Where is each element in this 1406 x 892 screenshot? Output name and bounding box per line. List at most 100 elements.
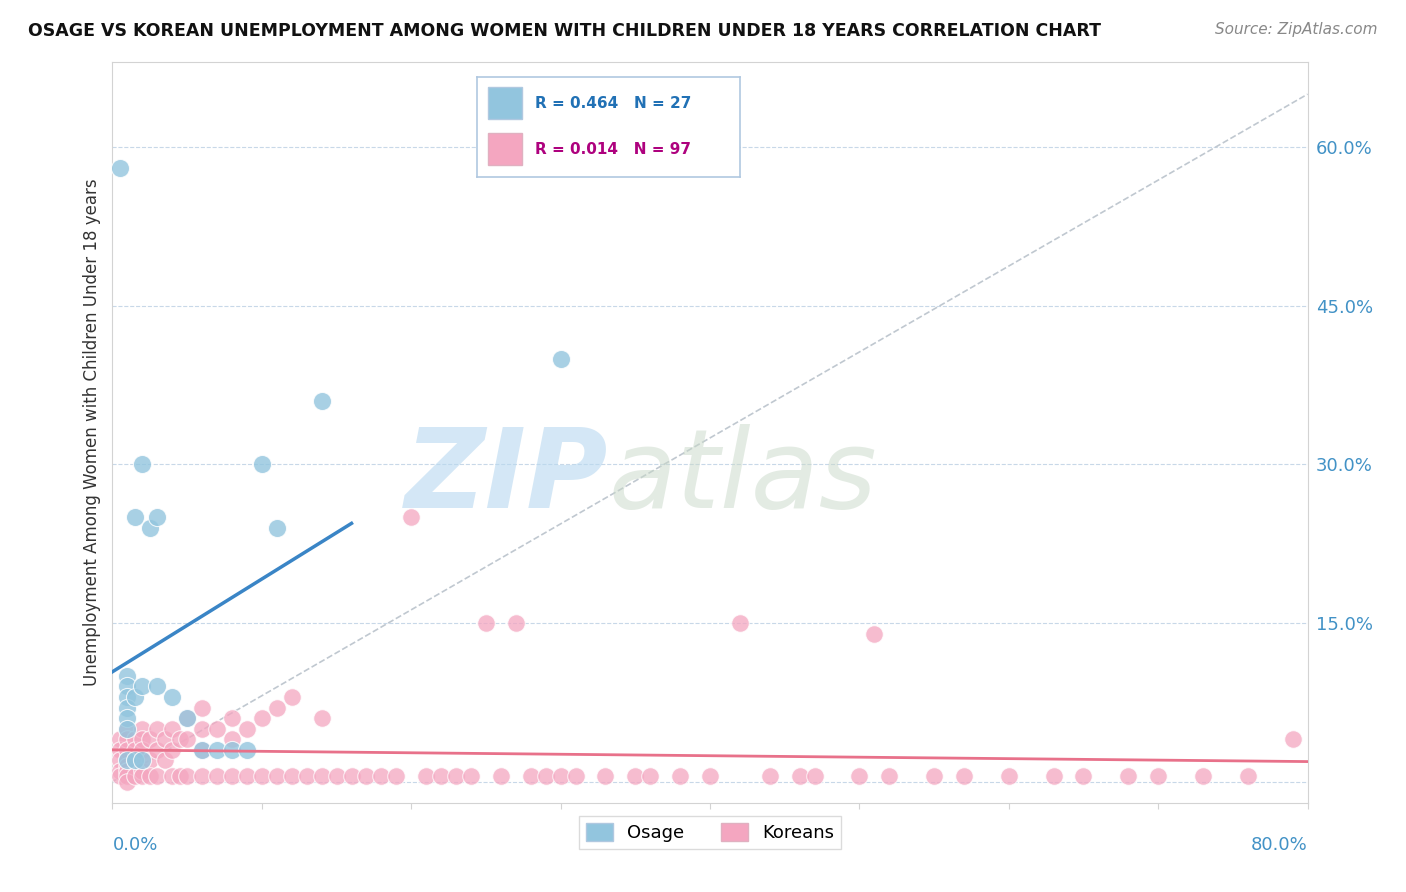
Point (117, 722, 139, 736)
Point (221, 769, 243, 783)
Point (124, 743, 146, 757)
Point (108, 743, 131, 757)
Point (266, 700, 288, 714)
Point (108, 732, 131, 747)
Point (191, 700, 214, 714)
Point (117, 711, 139, 725)
Point (728, 615, 751, 630)
Point (162, 743, 183, 757)
Point (370, 769, 392, 783)
Point (146, 769, 169, 783)
Point (1237, 769, 1260, 783)
Point (1042, 769, 1064, 783)
Point (139, 732, 162, 747)
Point (191, 743, 214, 757)
Point (146, 510, 169, 524)
Point (169, 769, 191, 783)
Point (117, 754, 139, 768)
Point (295, 769, 318, 783)
Point (325, 769, 347, 783)
Point (131, 754, 153, 768)
Point (205, 722, 228, 736)
Text: Source: ZipAtlas.com: Source: ZipAtlas.com (1215, 22, 1378, 37)
Point (131, 680, 153, 694)
Point (108, 754, 131, 768)
Point (117, 700, 139, 714)
Point (848, 769, 870, 783)
Point (131, 458, 153, 472)
Point (385, 769, 408, 783)
Point (803, 769, 825, 783)
Point (863, 626, 886, 640)
Point (146, 743, 169, 757)
Point (176, 711, 198, 725)
Point (124, 732, 146, 747)
Point (266, 769, 288, 783)
Point (236, 743, 259, 757)
Point (117, 764, 139, 778)
Point (117, 769, 139, 783)
Point (624, 769, 647, 783)
Text: OSAGE VS KOREAN UNEMPLOYMENT AMONG WOMEN WITH CHILDREN UNDER 18 YEARS CORRELATIO: OSAGE VS KOREAN UNEMPLOYMENT AMONG WOMEN… (28, 22, 1101, 40)
Point (139, 769, 162, 783)
Point (205, 769, 228, 783)
Point (564, 769, 586, 783)
Point (444, 769, 467, 783)
Point (640, 769, 662, 783)
Point (117, 722, 139, 736)
Point (117, 680, 139, 694)
Point (117, 743, 139, 757)
Point (108, 764, 131, 778)
Point (998, 769, 1021, 783)
Point (191, 722, 214, 736)
Point (266, 521, 288, 535)
Point (108, 161, 131, 176)
Point (176, 711, 198, 725)
Point (415, 769, 437, 783)
Point (131, 769, 153, 783)
Point (505, 615, 527, 630)
Point (401, 510, 423, 524)
Point (191, 743, 214, 757)
Point (162, 722, 183, 736)
Point (669, 769, 692, 783)
Point (250, 711, 273, 725)
Point (117, 774, 139, 789)
Point (236, 769, 259, 783)
Point (191, 769, 214, 783)
Point (281, 769, 304, 783)
Point (430, 769, 453, 783)
Point (162, 690, 183, 704)
Point (595, 769, 617, 783)
Point (1073, 769, 1095, 783)
Point (131, 764, 153, 778)
Point (475, 615, 498, 630)
Point (153, 732, 176, 747)
Point (356, 769, 378, 783)
Point (153, 754, 176, 768)
Point (699, 769, 721, 783)
Point (311, 393, 333, 408)
Point (789, 769, 811, 783)
Point (146, 680, 169, 694)
Point (489, 769, 512, 783)
Point (131, 732, 153, 747)
Point (1192, 769, 1215, 783)
Point (221, 732, 243, 747)
Point (236, 722, 259, 736)
Point (311, 769, 333, 783)
Point (550, 351, 572, 366)
Point (922, 769, 945, 783)
Point (1147, 769, 1170, 783)
Point (205, 743, 228, 757)
Point (124, 510, 146, 524)
Point (221, 743, 243, 757)
Point (176, 732, 198, 747)
Point (879, 769, 901, 783)
Text: atlas: atlas (609, 424, 877, 531)
Text: 0.0%: 0.0% (112, 836, 157, 855)
Point (169, 732, 191, 747)
Point (250, 769, 273, 783)
Point (250, 458, 273, 472)
Point (281, 690, 304, 704)
